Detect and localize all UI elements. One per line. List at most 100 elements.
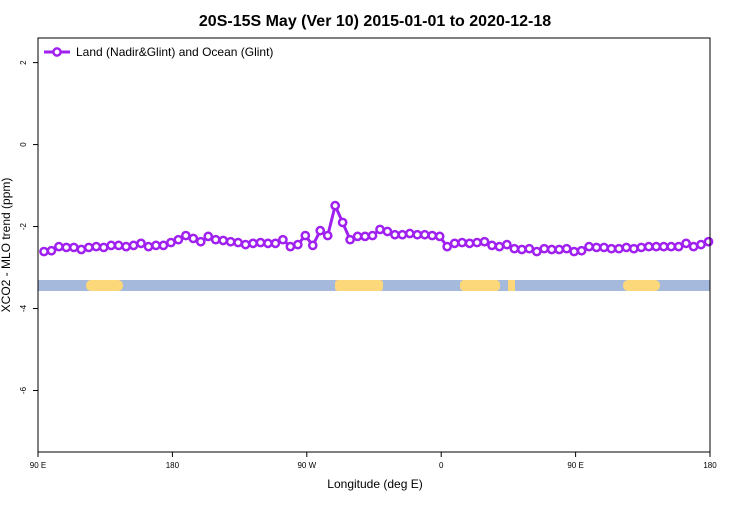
data-point [173,234,184,245]
data-point [330,200,341,211]
data-point [554,244,565,255]
data-point [292,239,303,250]
data-point [113,240,124,251]
data-point [591,242,602,253]
data-point [472,237,482,248]
data-point [614,243,624,254]
data-point [143,241,154,252]
data-point [412,229,423,240]
data-point [98,242,109,253]
data-point [524,243,535,254]
data-point [240,239,251,250]
data-point [390,229,400,240]
data-point [658,241,669,252]
data-point [546,244,557,255]
y-tick-label: 2 [19,60,28,65]
data-point [151,240,161,251]
data-point [307,240,318,251]
data-point [278,234,288,245]
chart-title: 20S-15S May (Ver 10) 2015-01-01 to 2020-… [199,13,551,30]
data-point [195,236,206,247]
data-point [270,238,281,249]
data-point [106,240,117,251]
data-point [225,236,236,247]
data-point [248,238,258,249]
data-point [561,243,572,254]
data-point [83,242,94,253]
data-point [263,238,273,249]
data-point [442,241,453,252]
x-tick-label: 90 E [567,461,583,470]
data-point [218,235,229,246]
data-point [233,237,243,248]
data-point [487,240,497,251]
data-point [203,231,214,242]
data-point [322,230,333,241]
plot-area [39,200,714,257]
data-point [576,245,587,256]
data-point [457,237,467,248]
data-point [404,228,415,239]
y-axis-label: XCO2 - MLO trend (ppm) [0,178,13,313]
land-band [623,280,660,291]
data-point [434,231,445,242]
x-tick-label: 90 E [30,461,46,470]
y-tick-label: -6 [19,386,28,394]
data-point [606,243,617,254]
data-point [61,242,72,253]
data-point [180,230,191,241]
x-axis-label: Longitude (deg E) [327,477,422,491]
data-point [166,237,176,248]
data-point [696,239,706,250]
x-tick-label: 180 [703,461,717,470]
data-point [397,229,408,240]
data-point [464,238,475,249]
y-tick-label: 0 [19,142,28,147]
data-point [337,217,348,228]
data-point [158,240,169,251]
data-point [651,241,662,252]
data-point [46,245,57,256]
data-point [673,241,684,252]
data-point [688,241,699,252]
land-band [460,280,500,291]
data-point [643,241,654,252]
data-point [315,225,326,236]
land-band [508,280,515,291]
data-point [419,229,430,240]
data-point [539,243,550,254]
data-point [569,246,579,257]
data-point [531,246,542,257]
data-point [367,230,378,241]
land-band [335,280,383,291]
data-point [285,241,296,252]
data-point [345,234,355,245]
data-point [681,238,691,249]
data-point [68,242,79,253]
data-point [210,234,221,245]
data-point [509,243,520,254]
y-tick-label: -2 [19,222,28,230]
data-point [427,230,438,241]
data-point [360,231,370,242]
data-point [628,243,639,254]
data-point [136,238,146,249]
data-point [128,240,139,251]
data-point [382,226,393,237]
legend-marker [52,47,62,57]
data-point [375,224,385,235]
data-point [352,231,363,242]
data-point [76,244,87,255]
data-point [121,241,131,252]
surface-mask [38,280,710,291]
x-tick-label: 90 W [297,461,316,470]
data-point [666,241,677,252]
data-point [599,242,609,253]
y-tick-label: -4 [19,304,28,312]
data-point [621,242,632,253]
data-point [255,237,266,248]
data-point [636,242,647,253]
data-point [703,236,714,247]
data-point [39,246,49,257]
